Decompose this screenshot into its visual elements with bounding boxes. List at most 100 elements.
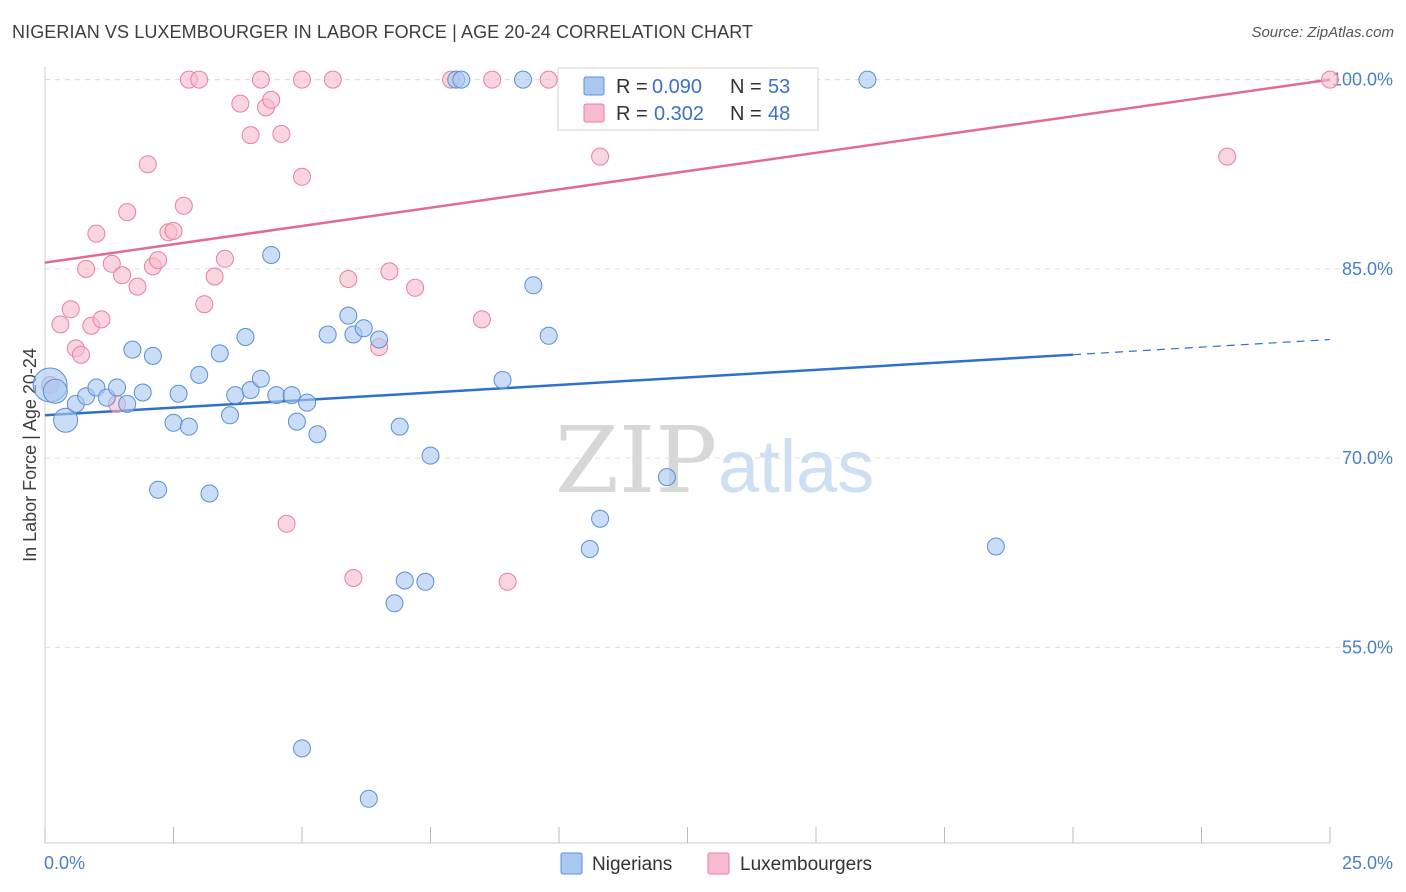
luxembourgers-point bbox=[472, 310, 491, 329]
nigerians-point bbox=[858, 70, 877, 89]
luxembourgers-point bbox=[272, 124, 291, 143]
luxembourgers-point bbox=[164, 222, 183, 240]
scatter-points bbox=[32, 70, 1339, 808]
nigerians-point bbox=[282, 386, 301, 405]
nigerians-point bbox=[359, 789, 378, 808]
y-tick-label: 70.0% bbox=[1342, 448, 1393, 468]
nigerians-point bbox=[539, 326, 558, 345]
nigerians-point bbox=[133, 383, 152, 402]
y-axis-title: In Labor Force | Age 20-24 bbox=[20, 348, 40, 562]
nigerians-point bbox=[190, 365, 209, 384]
nigerians-point bbox=[42, 378, 68, 404]
nigerians-point bbox=[149, 480, 168, 499]
nigerians-point bbox=[298, 393, 317, 412]
nigerians-point bbox=[200, 484, 219, 503]
luxembourgers-point bbox=[277, 514, 296, 533]
series-legend-swatch-nigerians bbox=[560, 852, 583, 875]
y-tick-label: 55.0% bbox=[1342, 637, 1393, 657]
nigerians-point bbox=[395, 571, 414, 590]
luxembourgers-point bbox=[51, 315, 70, 334]
x-tick-label-min: 0.0% bbox=[44, 853, 85, 873]
luxembourgers-point bbox=[1218, 147, 1237, 166]
luxembourgers-point bbox=[149, 251, 168, 270]
nigerians-point bbox=[580, 540, 599, 558]
luxembourgers-point bbox=[380, 262, 399, 281]
legend-n-value-1: 53 bbox=[768, 76, 790, 98]
nigerians-point bbox=[421, 446, 440, 465]
nigerians-point bbox=[164, 413, 183, 432]
luxembourgers-point bbox=[406, 278, 425, 297]
watermark: ZIP atlas bbox=[555, 407, 874, 514]
watermark-atlas: atlas bbox=[718, 425, 874, 508]
nigerians-point bbox=[53, 407, 79, 433]
luxembourgers-point bbox=[483, 70, 502, 89]
legend-r-value-1: 0.090 bbox=[652, 76, 702, 98]
luxembourgers-point bbox=[293, 167, 311, 186]
series-legend-label-nigerians: Nigerians bbox=[592, 854, 672, 875]
nigerians-point bbox=[262, 246, 281, 264]
nigerians-point bbox=[143, 346, 162, 365]
luxembourgers-point bbox=[1321, 70, 1339, 89]
legend-n-label-2: N = bbox=[730, 103, 762, 125]
watermark-zip: ZIP bbox=[555, 407, 717, 514]
luxembourgers-point bbox=[241, 126, 260, 145]
x-tick-label-max: 25.0% bbox=[1342, 853, 1393, 873]
nigerians-point bbox=[339, 306, 358, 325]
legend-r-label-2: R = bbox=[616, 103, 648, 125]
luxembourgers-point bbox=[251, 70, 270, 89]
luxembourgers-point bbox=[231, 94, 250, 113]
nigerians-point bbox=[524, 276, 543, 295]
luxembourgers-point bbox=[102, 254, 121, 273]
luxembourgers-point bbox=[61, 300, 80, 319]
nigerians-point bbox=[493, 370, 512, 389]
nigerians-point bbox=[452, 70, 471, 89]
nigerians-point bbox=[179, 417, 198, 436]
grid bbox=[45, 79, 1392, 648]
nigerians-point bbox=[318, 325, 337, 344]
nigerians-point bbox=[986, 537, 1005, 556]
x-ticks bbox=[44, 827, 1331, 843]
luxembourgers-point bbox=[293, 70, 311, 89]
series-legend-label-luxembourgers: Luxembourgers bbox=[740, 854, 872, 875]
luxembourgers-point bbox=[339, 270, 358, 288]
source-label: Source: ZipAtlas.com bbox=[1251, 24, 1394, 41]
nigerians-point bbox=[251, 369, 270, 388]
nigerians-point bbox=[390, 417, 409, 436]
y-tick-label: 85.0% bbox=[1342, 259, 1393, 279]
series-legend: Nigerians Luxembourgers bbox=[560, 852, 872, 875]
luxembourgers-point bbox=[344, 569, 363, 587]
legend-swatch-nigerians bbox=[583, 76, 605, 96]
luxembourgers-point bbox=[118, 203, 137, 222]
stats-legend: R = 0.090 N = 53 R = 0.302 N = 48 bbox=[557, 67, 819, 131]
nigerians-point bbox=[210, 344, 229, 363]
legend-r-value-2: 0.302 bbox=[654, 103, 704, 125]
luxembourgers-point bbox=[174, 196, 193, 215]
legend-n-label-1: N = bbox=[730, 76, 762, 98]
nigerians-point bbox=[123, 340, 142, 359]
nigerians-point bbox=[267, 386, 286, 405]
luxembourgers-point bbox=[591, 147, 610, 166]
nigerians-point bbox=[287, 412, 306, 431]
luxembourgers-point bbox=[195, 295, 214, 314]
nigerians-point bbox=[514, 70, 532, 89]
nigerians-point bbox=[591, 509, 610, 528]
legend-r-label-1: R = bbox=[616, 76, 648, 98]
nigerians-point bbox=[657, 468, 676, 487]
luxembourgers-point bbox=[113, 266, 132, 285]
chart-title: NIGERIAN VS LUXEMBOURGER IN LABOR FORCE … bbox=[12, 22, 754, 42]
nigerians-point bbox=[226, 386, 245, 405]
luxembourgers-point bbox=[262, 90, 281, 109]
legend-swatch-luxembourgers bbox=[583, 103, 605, 123]
nigerians-point bbox=[169, 384, 188, 403]
luxembourgers-point bbox=[323, 70, 342, 89]
y-tick-label: 100.0% bbox=[1332, 70, 1393, 90]
nigerians-point bbox=[416, 572, 435, 591]
trend-lines bbox=[44, 78, 1331, 417]
luxembourgers-point bbox=[77, 259, 96, 278]
nigerians-point bbox=[118, 394, 137, 413]
luxembourgers-point bbox=[87, 224, 106, 243]
luxembourgers-point bbox=[128, 277, 147, 296]
legend-n-value-2: 48 bbox=[768, 103, 790, 125]
nigerians-point bbox=[293, 739, 311, 758]
